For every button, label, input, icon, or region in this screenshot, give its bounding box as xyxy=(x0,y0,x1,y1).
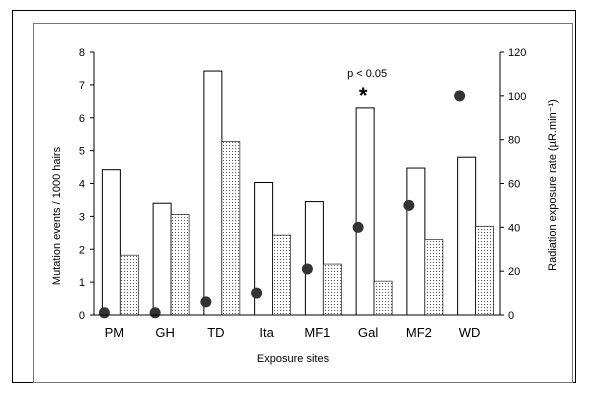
point-radiation-gal xyxy=(352,221,364,233)
plot-border xyxy=(33,23,573,383)
bar-dotted-gal xyxy=(373,280,393,316)
bar-dotted-ita xyxy=(272,234,291,316)
point-radiation-wd xyxy=(454,90,466,102)
x-axis-title: Exposure sites xyxy=(257,353,330,365)
point-radiation-mf2 xyxy=(403,199,415,211)
y-right-tick-label: 60 xyxy=(508,179,520,191)
bar-dotted-gh xyxy=(170,214,190,316)
bar-dotted-wd xyxy=(475,225,494,316)
significance-star: * xyxy=(359,83,368,108)
y-left-tick-label: 8 xyxy=(79,47,85,59)
bar-open-mf2 xyxy=(406,167,426,316)
y-right-tick-label: 100 xyxy=(508,91,526,103)
bar-open-pm xyxy=(101,169,121,316)
bar-dotted-mf2 xyxy=(424,239,444,316)
bar-dotted-pm xyxy=(120,254,139,316)
point-radiation-ita xyxy=(251,287,263,299)
y-axis-left-title: Mutation events / 1000 hairs xyxy=(51,146,63,285)
significance-label: p < 0.05 xyxy=(347,68,387,80)
bar-open-td xyxy=(203,70,223,316)
x-tick-label-ita: Ita xyxy=(259,325,274,340)
x-tick-label-mf2: MF2 xyxy=(406,325,432,340)
bar-dotted-td xyxy=(221,141,241,316)
y-axis-right-title: Radiation exposure rate (µR.min⁻¹) xyxy=(547,99,559,271)
y-left-tick-label: 2 xyxy=(79,244,85,256)
y-right-tick-label: 80 xyxy=(508,135,520,147)
x-tick-label-wd: WD xyxy=(459,325,481,340)
bar-open-wd xyxy=(457,156,477,316)
y-left-tick-label: 5 xyxy=(79,146,85,158)
point-radiation-gh xyxy=(149,307,161,319)
bar-open-mf1 xyxy=(304,201,324,316)
x-tick-label-pm: PM xyxy=(105,325,125,340)
y-left-tick-label: 7 xyxy=(79,80,85,92)
y-right-tick-label: 40 xyxy=(508,222,520,234)
y-right-tick-label: 120 xyxy=(508,47,526,59)
point-radiation-mf1 xyxy=(301,263,313,275)
bar-open-gal xyxy=(355,107,375,316)
y-left-tick-label: 0 xyxy=(79,310,85,322)
point-radiation-td xyxy=(200,296,212,308)
x-tick-label-gh: GH xyxy=(155,325,175,340)
bar-open-gh xyxy=(152,202,172,316)
y-left-tick-label: 1 xyxy=(79,277,85,289)
bar-dotted-mf1 xyxy=(323,263,342,316)
point-radiation-pm xyxy=(98,307,110,319)
y-right-tick-label: 0 xyxy=(508,310,514,322)
x-tick-label-td: TD xyxy=(207,325,224,340)
y-left-tick-label: 6 xyxy=(79,113,85,125)
x-tick-label-mf1: MF1 xyxy=(304,325,330,340)
y-right-tick-label: 20 xyxy=(508,266,520,278)
y-left-tick-label: 3 xyxy=(79,211,85,223)
x-tick-label-gal: Gal xyxy=(358,325,378,340)
y-left-tick-label: 4 xyxy=(79,179,85,191)
